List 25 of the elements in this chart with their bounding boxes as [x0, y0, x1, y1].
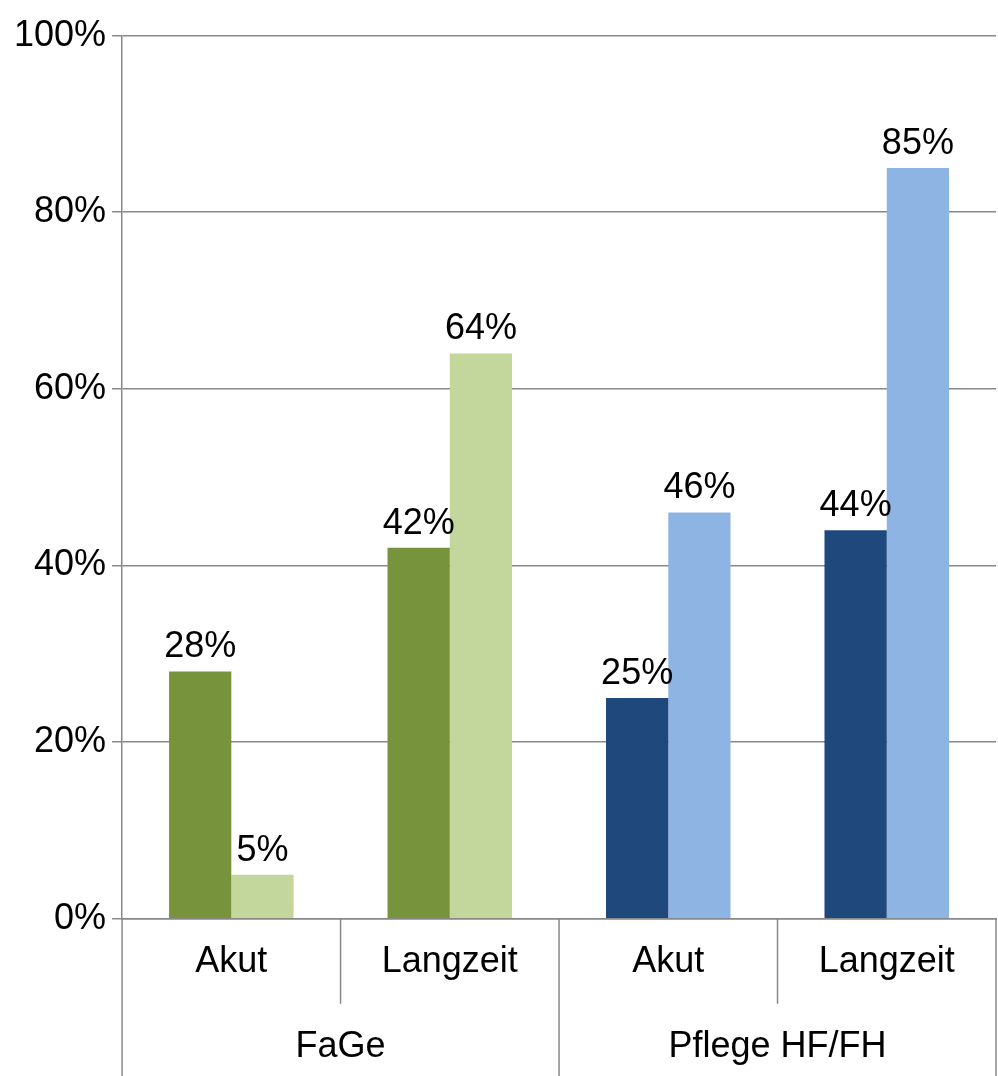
data-label: 85%: [881, 121, 954, 162]
y-tick-label: 100%: [14, 12, 107, 54]
data-label: 28%: [164, 624, 237, 666]
bar: [387, 547, 450, 919]
text: FaGe: [295, 1023, 386, 1065]
y-tick-label: 40%: [34, 542, 107, 584]
x-tick-label: Akut: [195, 939, 268, 981]
data-label: 64%: [444, 306, 517, 348]
text: Pflege HF/FH: [668, 1023, 887, 1065]
x-tick-label: Langzeit: [818, 939, 955, 981]
bar: [231, 874, 294, 919]
x-tick-label: Akut: [632, 939, 705, 981]
y-tick-label: 0%: [54, 895, 107, 937]
data-label: 42%: [382, 500, 455, 542]
data-label: 46%: [663, 465, 736, 507]
y-tick-label: 80%: [34, 189, 107, 231]
data-label: 25%: [601, 650, 674, 692]
bar: [169, 671, 232, 919]
x-tick-label: Langzeit: [381, 939, 518, 981]
data-label: 5%: [236, 827, 289, 869]
y-tick-label: 60%: [34, 365, 107, 407]
bar: [824, 530, 887, 919]
data-label: 44%: [819, 483, 892, 525]
bar: [606, 698, 669, 919]
y-tick-label: 20%: [34, 719, 107, 761]
